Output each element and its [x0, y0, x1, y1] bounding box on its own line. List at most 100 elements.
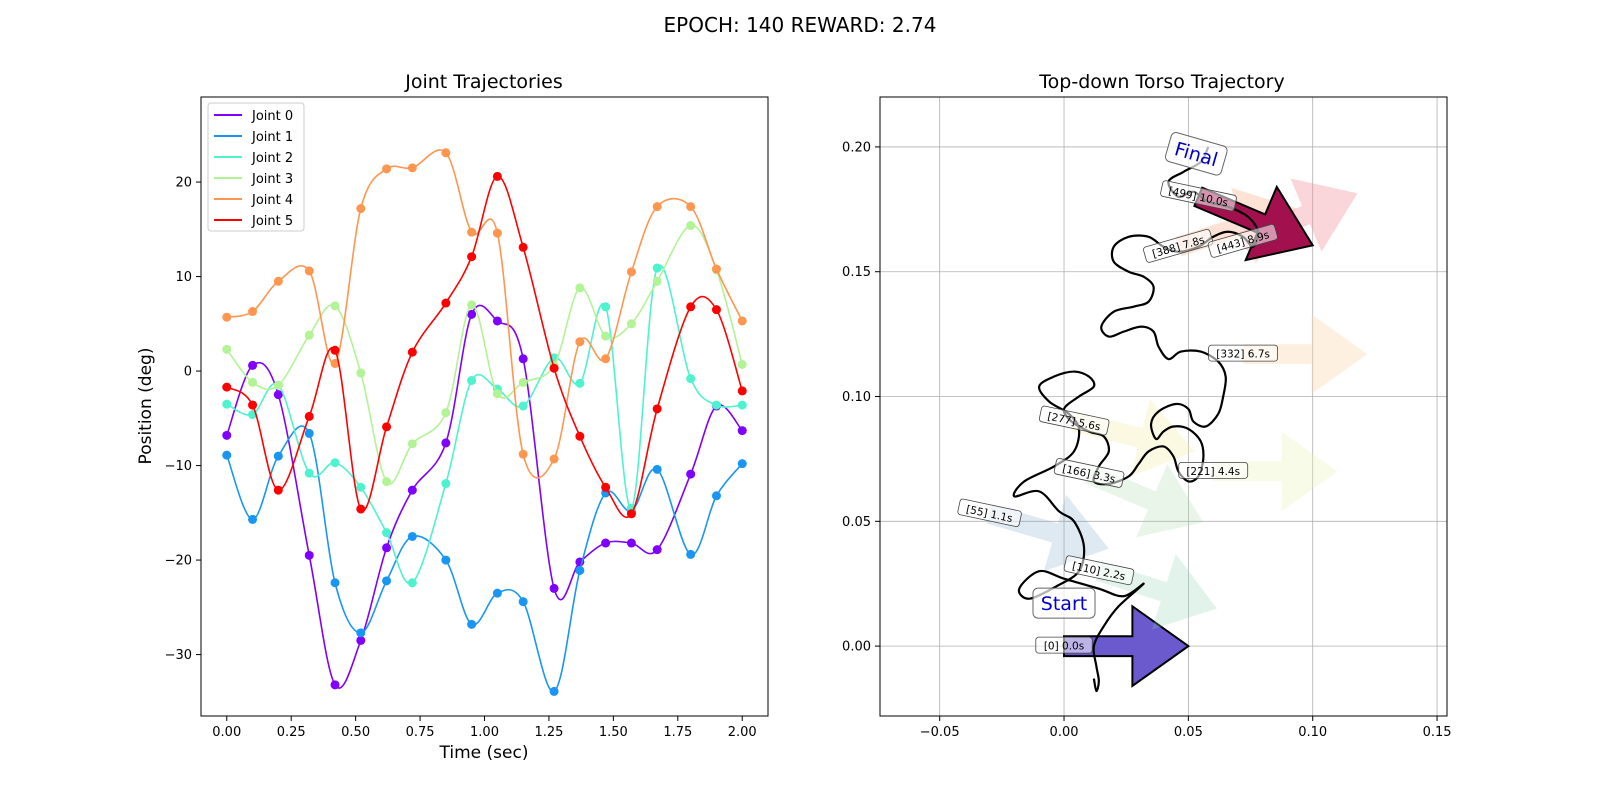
series-point-joint-5 — [549, 363, 559, 373]
x-tick-label: 0.25 — [277, 725, 306, 740]
series-point-joint-1 — [304, 428, 314, 438]
waypoint-label-box — [1035, 636, 1093, 654]
series-point-joint-5 — [248, 400, 258, 410]
series-point-joint-2 — [601, 302, 611, 312]
heading-arrow — [1243, 314, 1368, 394]
series-point-joint-2 — [356, 482, 366, 492]
x-tick-label: 2.00 — [728, 725, 757, 740]
series-line-joint-3 — [226, 224, 744, 485]
y-tick-label: 10 — [175, 270, 192, 285]
series-point-joint-2 — [304, 468, 314, 478]
x-tick-label: 1.00 — [470, 725, 499, 740]
x-tick-label: 1.75 — [663, 725, 692, 740]
series-point-joint-3 — [652, 276, 662, 286]
series-point-joint-0 — [601, 538, 611, 548]
x-tick-label: −0.05 — [920, 725, 960, 740]
torso-path — [1012, 146, 1260, 693]
series-point-joint-0 — [222, 430, 232, 440]
series-point-joint-5 — [441, 298, 451, 308]
legend-label: Joint 5 — [251, 214, 293, 229]
waypoint-label: [332] 6.7s — [1208, 344, 1278, 362]
series-point-joint-5 — [737, 386, 747, 396]
series-point-joint-5 — [273, 485, 283, 495]
series-point-joint-0 — [492, 316, 502, 326]
series-point-joint-4 — [304, 266, 314, 276]
waypoint-label: [0] 0.0s — [1035, 636, 1093, 654]
series-point-joint-3 — [407, 439, 417, 449]
series-point-joint-4 — [248, 307, 258, 317]
series-point-joint-5 — [652, 404, 662, 414]
joint-legend: Joint 0 Joint 1 Joint 2 Joint 3 Joint 4 Joint… — [207, 102, 305, 232]
series-point-joint-3 — [601, 331, 611, 341]
x-tick-label: 0.15 — [1423, 725, 1452, 740]
series-point-joint-1 — [518, 597, 528, 607]
series-point-joint-5 — [330, 345, 340, 355]
series-point-joint-4 — [737, 316, 747, 326]
series-point-joint-0 — [549, 583, 559, 593]
x-tick-label: 0.05 — [1174, 725, 1203, 740]
series-point-joint-1 — [575, 565, 585, 575]
series-point-joint-2 — [330, 458, 340, 468]
legend-label: Joint 3 — [251, 172, 293, 187]
series-point-joint-3 — [686, 221, 696, 231]
series-point-joint-3 — [222, 344, 232, 354]
waypoint-label-text: [221] 4.4s — [1186, 466, 1240, 478]
joint-x-axis-label: Time (sec) — [439, 743, 529, 763]
series-point-joint-4 — [382, 164, 392, 174]
series-line-joint-2 — [226, 264, 743, 585]
series-point-joint-3 — [304, 330, 314, 340]
series-point-joint-1 — [407, 531, 417, 541]
waypoint-label-box — [1143, 228, 1214, 263]
series-point-joint-1 — [686, 549, 696, 559]
series-point-joint-4 — [575, 337, 585, 347]
series-point-joint-0 — [737, 426, 747, 436]
series-point-joint-0 — [686, 469, 696, 479]
series-point-joint-1 — [737, 459, 747, 469]
series-line-joint-4 — [226, 149, 743, 479]
y-tick-label: 20 — [175, 176, 192, 191]
start-label-text: Start — [1041, 593, 1087, 615]
series-point-joint-3 — [441, 408, 451, 418]
series-point-joint-4 — [273, 276, 283, 286]
series-point-joint-5 — [518, 242, 528, 252]
series-point-joint-0 — [441, 438, 451, 448]
series-point-joint-5 — [492, 171, 502, 181]
series-point-joint-5 — [711, 305, 721, 315]
series-point-joint-4 — [441, 148, 451, 158]
y-tick-label: 0.20 — [842, 140, 871, 155]
series-point-joint-1 — [356, 628, 366, 638]
series-point-joint-4 — [711, 264, 721, 274]
series-point-joint-4 — [330, 359, 340, 369]
start-label-box — [1032, 587, 1096, 619]
torso-chart-title: Top-down Torso Trajectory — [1038, 71, 1284, 93]
y-tick-label: 0 — [184, 365, 192, 380]
legend-label: Joint 4 — [251, 193, 293, 208]
waypoint-label-box — [957, 498, 1022, 528]
series-point-joint-1 — [549, 686, 559, 696]
series-point-joint-1 — [492, 588, 502, 598]
series-point-joint-0 — [248, 360, 258, 370]
series-point-joint-5 — [222, 382, 232, 392]
series-point-joint-0 — [330, 680, 340, 690]
series-point-joint-0 — [518, 354, 528, 364]
series-point-joint-0 — [273, 390, 283, 400]
series-point-joint-2 — [711, 400, 721, 410]
waypoint-label-text: [0] 0.0s — [1044, 641, 1084, 653]
joint-trajectories-axes: Joint Trajectories Time (sec) Position (… — [136, 71, 769, 763]
x-tick-label: 0.10 — [1298, 725, 1327, 740]
series-point-joint-4 — [222, 312, 232, 322]
torso-trajectory-axes: Top-down Torso Trajectory [0] 0.0s[55] 1… — [842, 71, 1451, 740]
waypoint-label-box — [1208, 344, 1278, 362]
y-tick-label: 0.00 — [842, 640, 871, 655]
heading-arrow — [1213, 431, 1338, 512]
waypoint-label: [388] 7.8s — [1143, 228, 1214, 263]
series-point-joint-0 — [467, 309, 477, 319]
series-point-joint-1 — [382, 576, 392, 586]
series-point-joint-2 — [441, 479, 451, 489]
series-point-joint-4 — [467, 227, 477, 237]
x-tick-label: 0.75 — [406, 725, 435, 740]
y-tick-label: 0.05 — [842, 515, 871, 530]
series-point-joint-1 — [441, 555, 451, 565]
series-point-joint-2 — [407, 578, 417, 588]
